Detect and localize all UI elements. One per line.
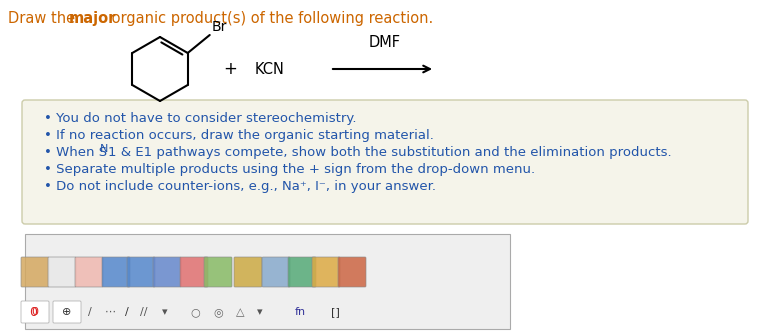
FancyBboxPatch shape [204,257,232,287]
Text: KCN: KCN [255,61,285,76]
Text: []: [] [330,307,339,317]
FancyBboxPatch shape [25,234,510,329]
Text: • Do not include counter-ions, e.g., Na⁺, I⁻, in your answer.: • Do not include counter-ions, e.g., Na⁺… [44,180,436,193]
Text: ◎: ◎ [214,307,223,317]
FancyBboxPatch shape [48,257,76,287]
Text: /: / [125,307,129,317]
FancyBboxPatch shape [21,257,49,287]
FancyBboxPatch shape [75,257,103,287]
Text: • You do not have to consider stereochemistry.: • You do not have to consider stereochem… [44,112,356,125]
Text: • Separate multiple products using the + sign from the drop-down menu.: • Separate multiple products using the +… [44,163,535,176]
FancyBboxPatch shape [180,257,208,287]
Text: organic product(s) of the following reaction.: organic product(s) of the following reac… [107,11,433,26]
Text: • If no reaction occurs, draw the organic starting material.: • If no reaction occurs, draw the organi… [44,129,434,142]
Text: 1 & E1 pathways compete, show both the substitution and the elimination products: 1 & E1 pathways compete, show both the s… [108,146,672,159]
Text: major: major [69,11,117,26]
Text: N: N [100,144,108,154]
FancyBboxPatch shape [53,301,81,323]
FancyBboxPatch shape [21,301,49,323]
Text: fn: fn [294,307,306,317]
Text: DMF: DMF [369,35,401,50]
FancyBboxPatch shape [262,257,290,287]
FancyBboxPatch shape [102,257,130,287]
Text: ▾: ▾ [162,307,168,317]
Text: ▾: ▾ [257,307,263,317]
FancyBboxPatch shape [153,257,181,287]
Text: +: + [223,60,237,78]
Text: 0: 0 [29,306,37,319]
FancyBboxPatch shape [127,257,155,287]
FancyBboxPatch shape [338,257,366,287]
FancyBboxPatch shape [22,100,748,224]
Text: ○: ○ [190,307,200,317]
Text: 0: 0 [31,307,38,317]
Text: ⋯: ⋯ [104,307,115,317]
Text: △: △ [236,307,244,317]
Text: //: // [141,307,147,317]
Text: Br: Br [212,20,227,34]
FancyBboxPatch shape [288,257,316,287]
Text: ⊕: ⊕ [62,307,71,317]
FancyBboxPatch shape [234,257,262,287]
Text: • When S: • When S [44,146,107,159]
FancyBboxPatch shape [312,257,340,287]
Text: Draw the: Draw the [8,11,80,26]
Text: /: / [88,307,92,317]
